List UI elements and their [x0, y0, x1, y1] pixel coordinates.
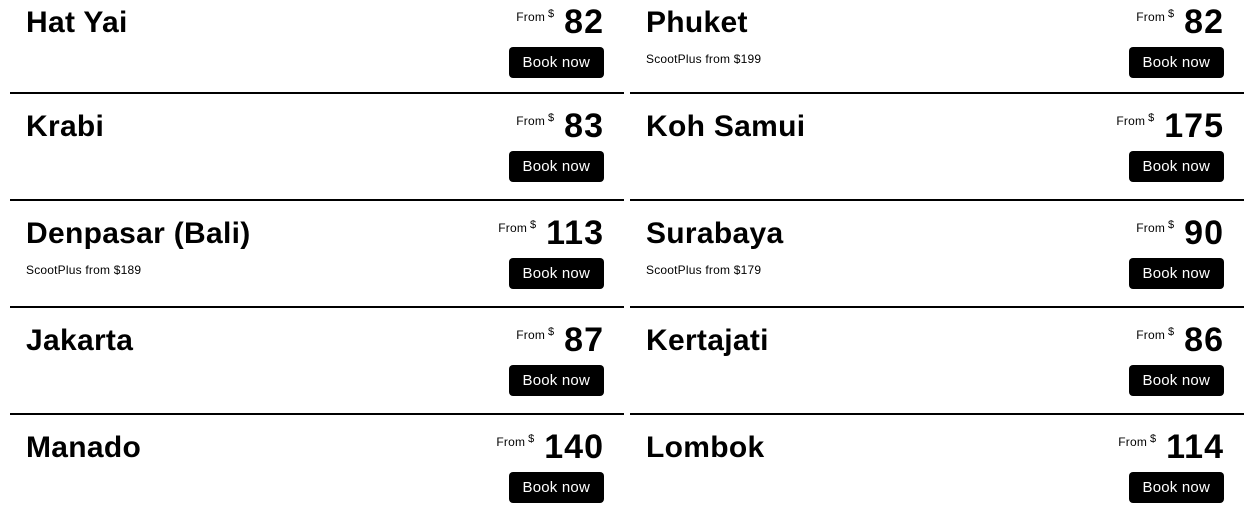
currency-symbol: $: [548, 326, 555, 338]
book-now-button[interactable]: Book now: [508, 151, 604, 183]
book-now-button[interactable]: Book now: [508, 47, 604, 79]
fare-block: From $ 86 Book now: [1128, 321, 1224, 397]
destination-name: Surabaya: [646, 217, 784, 250]
destination-name: Denpasar (Bali): [26, 217, 251, 250]
fare-block: From $ 90 Book now: [1128, 214, 1224, 290]
fare-price: From $ 90: [1136, 214, 1224, 252]
book-now-button[interactable]: Book now: [508, 472, 604, 504]
from-label: From: [496, 435, 526, 449]
destination-info: Denpasar (Bali) ScootPlus from $189: [26, 217, 251, 277]
destination-info: Phuket ScootPlus from $199: [646, 6, 761, 66]
fare-block: From $ 140 Book now: [496, 428, 604, 504]
book-now-button[interactable]: Book now: [1128, 151, 1224, 183]
fare-block: From $ 114 Book now: [1118, 428, 1224, 504]
destination-name: Jakarta: [26, 324, 134, 357]
fare-price: From $ 83: [516, 107, 604, 145]
book-now-button[interactable]: Book now: [1128, 47, 1224, 79]
fare-amount: 82: [1184, 3, 1224, 41]
fare-block: From $ 82 Book now: [1128, 3, 1224, 79]
currency-symbol: $: [1148, 112, 1155, 124]
from-label: From: [1136, 10, 1166, 24]
currency-symbol: $: [1150, 433, 1157, 445]
fare-price: From $ 82: [1136, 3, 1224, 41]
scootplus-fare-note: ScootPlus from $199: [646, 51, 762, 66]
destination-card: Manado From $ 140 Book now: [10, 415, 624, 509]
book-now-button[interactable]: Book now: [508, 258, 604, 290]
fare-price: From $ 86: [1136, 321, 1224, 359]
destination-card: Phuket ScootPlus from $199 From $ 82 Boo…: [630, 0, 1244, 94]
fare-amount: 83: [564, 107, 604, 145]
destination-info: Hat Yai: [26, 6, 128, 41]
from-label: From: [516, 328, 546, 342]
fare-amount: 90: [1184, 214, 1224, 252]
currency-symbol: $: [528, 433, 535, 445]
from-label: From: [1136, 221, 1166, 235]
fare-block: From $ 83 Book now: [508, 107, 604, 183]
currency-symbol: $: [548, 112, 555, 124]
fare-amount: 175: [1164, 107, 1224, 145]
destination-name: Hat Yai: [26, 6, 128, 39]
from-label: From: [516, 114, 546, 128]
destination-name: Krabi: [26, 110, 105, 143]
currency-symbol: $: [1168, 8, 1175, 20]
destination-name: Lombok: [646, 431, 765, 464]
fare-block: From $ 175 Book now: [1116, 107, 1224, 183]
book-now-button[interactable]: Book now: [1128, 365, 1224, 397]
fare-price: From $ 114: [1118, 428, 1224, 466]
destination-info: Manado: [26, 431, 141, 466]
fare-block: From $ 113 Book now: [498, 214, 604, 290]
destination-name: Manado: [26, 431, 142, 464]
fare-price: From $ 113: [498, 214, 604, 252]
fare-amount: 113: [546, 214, 604, 252]
fare-price: From $ 140: [496, 428, 604, 466]
destination-info: Jakarta: [26, 324, 133, 359]
destination-info: Lombok: [646, 431, 764, 466]
currency-symbol: $: [1168, 326, 1175, 338]
fare-block: From $ 82 Book now: [508, 3, 604, 79]
from-label: From: [1136, 328, 1166, 342]
destination-card: Hat Yai From $ 82 Book now: [10, 0, 624, 94]
fare-amount: 114: [1166, 428, 1224, 466]
fare-price: From $ 87: [516, 321, 604, 359]
destination-name: Kertajati: [646, 324, 769, 357]
destination-info: Krabi: [26, 110, 104, 145]
destination-info: Koh Samui: [646, 110, 805, 145]
book-now-button[interactable]: Book now: [1128, 258, 1224, 290]
currency-symbol: $: [530, 219, 537, 231]
destination-card: Krabi From $ 83 Book now: [10, 94, 624, 201]
destination-card: Surabaya ScootPlus from $179 From $ 90 B…: [630, 201, 1244, 308]
destination-card: Kertajati From $ 86 Book now: [630, 308, 1244, 415]
currency-symbol: $: [1168, 219, 1175, 231]
book-now-button[interactable]: Book now: [508, 365, 604, 397]
destination-card: Denpasar (Bali) ScootPlus from $189 From…: [10, 201, 624, 308]
currency-symbol: $: [548, 8, 555, 20]
fare-amount: 140: [544, 428, 604, 466]
destination-info: Kertajati: [646, 324, 769, 359]
from-label: From: [498, 221, 528, 235]
fare-amount: 87: [564, 321, 604, 359]
scootplus-fare-note: ScootPlus from $189: [26, 262, 142, 277]
from-label: From: [516, 10, 546, 24]
fare-price: From $ 175: [1116, 107, 1224, 145]
destination-card: Jakarta From $ 87 Book now: [10, 308, 624, 415]
from-label: From: [1116, 114, 1146, 128]
book-now-button[interactable]: Book now: [1128, 472, 1224, 504]
destination-name: Phuket: [646, 6, 748, 39]
fare-amount: 86: [1184, 321, 1224, 359]
from-label: From: [1118, 435, 1148, 449]
scootplus-fare-note: ScootPlus from $179: [646, 262, 762, 277]
fare-block: From $ 87 Book now: [508, 321, 604, 397]
destination-info: Surabaya ScootPlus from $179: [646, 217, 783, 277]
fare-price: From $ 82: [516, 3, 604, 41]
destination-card: Koh Samui From $ 175 Book now: [630, 94, 1244, 201]
fare-amount: 82: [564, 3, 604, 41]
destination-name: Koh Samui: [646, 110, 806, 143]
destination-card: Lombok From $ 114 Book now: [630, 415, 1244, 509]
